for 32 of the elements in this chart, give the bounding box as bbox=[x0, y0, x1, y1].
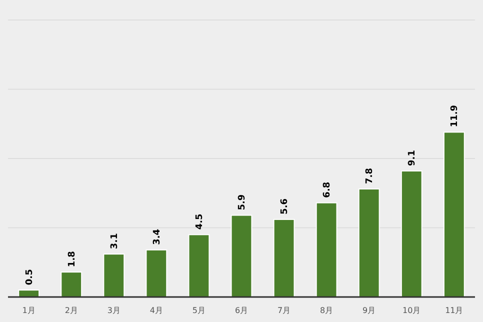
data-label: 6.8 bbox=[322, 182, 333, 198]
bar bbox=[316, 202, 338, 298]
x-tick-label: 3月 bbox=[107, 306, 120, 315]
bar bbox=[188, 234, 210, 298]
x-tick-label: 2月 bbox=[64, 306, 78, 315]
bar bbox=[60, 272, 82, 298]
bar bbox=[273, 218, 295, 298]
data-label: 3.1 bbox=[110, 233, 120, 250]
x-tick-label: 5月 bbox=[192, 306, 206, 315]
data-label: 5.6 bbox=[280, 198, 290, 214]
x-tick-label: 9月 bbox=[362, 306, 376, 315]
bar bbox=[230, 214, 252, 298]
x-tick-label: 10月 bbox=[402, 306, 421, 315]
bar bbox=[146, 249, 168, 298]
data-label: 3.4 bbox=[152, 228, 162, 245]
data-label: 0.5 bbox=[24, 269, 35, 286]
x-tick-label: 4月 bbox=[150, 306, 163, 315]
bar bbox=[103, 254, 125, 298]
data-label: 7.8 bbox=[365, 168, 376, 184]
x-tick-label: 7月 bbox=[277, 306, 291, 315]
data-label: 1.8 bbox=[67, 251, 78, 268]
bar bbox=[358, 188, 380, 298]
bar bbox=[400, 170, 422, 298]
data-label: 9.1 bbox=[408, 150, 418, 166]
data-label: 11.9 bbox=[450, 104, 460, 128]
data-label: 5.9 bbox=[238, 194, 248, 210]
x-tick-label: 8月 bbox=[320, 306, 334, 315]
x-tick-label: 6月 bbox=[234, 306, 248, 315]
data-label: 4.5 bbox=[194, 214, 205, 230]
x-tick-label: 11月 bbox=[445, 306, 464, 315]
x-tick-label: 1月 bbox=[22, 306, 36, 315]
bar bbox=[443, 132, 465, 298]
